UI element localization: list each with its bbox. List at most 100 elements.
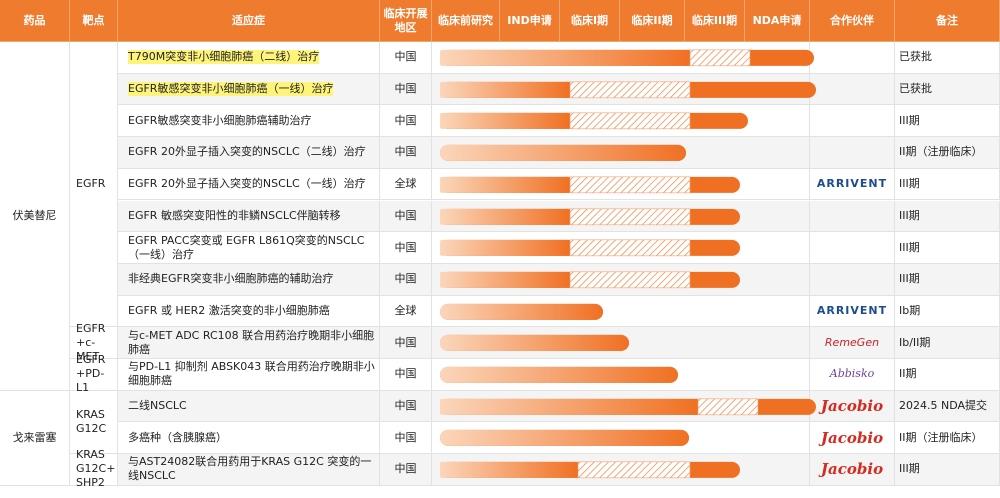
partner-cell-text: Jacobio [820, 397, 884, 416]
indication-cell: 多癌种（含胰腺癌） [118, 422, 380, 455]
partner-cell-text: Abbisko [829, 367, 875, 381]
target-cell: EGFR +PD-L1 [70, 353, 118, 394]
region-cell: 中国 [380, 327, 432, 359]
progress-bar [440, 430, 689, 447]
region-cell-text: 中国 [394, 113, 417, 127]
region-cell-text: 中国 [394, 335, 417, 349]
partner-cell: Jacobio [810, 454, 895, 486]
target-cell-text: EGFR +PD-L1 [76, 353, 106, 395]
bar-segment [440, 271, 570, 288]
header-cell-text: 临床开展地区 [383, 6, 428, 34]
note-cell-text: III期 [899, 272, 920, 286]
indication-cell: 非经典EGFR突变非小细胞肺癌的辅助治疗 [118, 263, 380, 296]
bar-segment [569, 112, 691, 130]
header-cell-text: 药品 [23, 13, 46, 27]
bar-segment [577, 461, 691, 479]
region-cell: 中国 [380, 232, 432, 264]
note-cell-text: II期（注册临床） [899, 430, 983, 444]
note-cell-text: III期 [899, 208, 920, 222]
header-cell: 临床II期 [620, 0, 685, 42]
note-cell: III期 [895, 200, 1000, 233]
target-cell-text: EGFR [76, 177, 106, 191]
indication-cell-text: EGFR 20外显子插入突变的NSCLC（一线）治疗 [128, 177, 366, 191]
partner-cell: ARRIVENT [810, 295, 895, 328]
indication-cell-text: 与c-MET ADC RC108 联合用药治疗晚期非小细胞肺癌 [128, 328, 375, 356]
indication-cell: 二线NSCLC [118, 390, 380, 423]
region-cell-text: 中国 [394, 50, 417, 64]
indication-cell: EGFR PACC突变或 EGFR L861Q突变的NSCLC（一线）治疗 [118, 232, 380, 264]
stage-cell [432, 105, 810, 138]
note-cell-text: 2024.5 NDA提交 [899, 399, 988, 413]
indication-cell: T790M突变非小细胞肺癌（二线）治疗 [118, 42, 380, 74]
target-cell: EGFR +c-MET [70, 322, 118, 363]
note-cell: 已获批 [895, 42, 1000, 74]
partner-cell: Jacobio [810, 422, 895, 455]
bar-segment [569, 81, 691, 98]
note-cell-text: Ib期 [899, 303, 921, 317]
header-cell-text: NDA申请 [752, 13, 802, 27]
bar-segment [697, 398, 759, 415]
bar-segment [569, 176, 691, 193]
bar-segment [440, 144, 686, 161]
progress-bar [440, 239, 740, 257]
partner-cell [810, 73, 895, 106]
target-cell-text: KRAS G12C [76, 407, 107, 435]
partner-cell: Abbisko [810, 359, 895, 391]
partner-cell-text: Jacobio [820, 428, 884, 447]
header-cell-text: 适应症 [232, 13, 265, 27]
partner-cell-text: ARRIVENT [816, 303, 888, 317]
region-cell-text: 全球 [394, 303, 417, 317]
header-cell: IND申请 [500, 0, 560, 42]
bar-segment [440, 49, 690, 66]
partner-cell: Jacobio [810, 390, 895, 423]
progress-bar [440, 81, 816, 98]
target-cell: KRAS G12C [70, 390, 118, 455]
target-cell-text: EGFR +c-MET [76, 321, 106, 363]
region-cell-text: 中国 [394, 399, 417, 413]
bar-segment [440, 430, 689, 447]
indication-cell: EGFR 20外显子插入突变的NSCLC（一线）治疗 [118, 168, 380, 201]
progress-bar [440, 271, 740, 289]
indication-cell: EGFR 20外显子插入突变的NSCLC（二线）治疗 [118, 137, 380, 169]
region-cell: 全球 [380, 168, 432, 201]
note-cell: 2024.5 NDA提交 [895, 390, 1000, 423]
bar-segment [440, 208, 570, 225]
region-cell: 中国 [380, 200, 432, 233]
region-cell: 中国 [380, 359, 432, 391]
drug-cell-text: 戈来雷塞 [12, 430, 57, 444]
indication-cell-text: EGFR 20外显子插入突变的NSCLC（二线）治疗 [128, 145, 366, 159]
bar-segment [440, 335, 629, 352]
region-cell-text: 中国 [394, 82, 417, 96]
progress-bar [440, 461, 740, 479]
indication-cell-text: EGFR 或 HER2 激活突变的非小细胞肺癌 [128, 303, 330, 317]
note-cell: 已获批 [895, 73, 1000, 106]
indication-cell: 与c-MET ADC RC108 联合用药治疗晚期非小细胞肺癌 [118, 327, 380, 359]
stage-cell [432, 422, 810, 455]
indication-cell-text: 多癌种（含胰腺癌） [128, 430, 227, 444]
partner-cell [810, 200, 895, 233]
header-cell-text: 临床I期 [570, 13, 609, 27]
bar-segment [440, 176, 570, 193]
target-cell: EGFR [70, 42, 118, 328]
indication-cell: 与AST24082联合用药用于KRAS G12C 突变的一线NSCLC [118, 454, 380, 486]
indication-cell-text: 与AST24082联合用药用于KRAS G12C 突变的一线NSCLC [128, 455, 372, 483]
header-cell-text: 临床II期 [631, 13, 673, 27]
note-cell: II期 [895, 359, 1000, 391]
indication-cell: EGFR 敏感突变阳性的非鳞NSCLC伴脑转移 [118, 200, 380, 233]
note-cell-text: II期 [899, 367, 917, 381]
header-cell-text: 合作伙伴 [830, 13, 874, 27]
note-cell: III期 [895, 168, 1000, 201]
stage-cell [432, 168, 810, 201]
bar-segment [440, 366, 678, 383]
region-cell: 中国 [380, 454, 432, 486]
note-cell: II期（注册临床） [895, 137, 1000, 169]
bar-segment [440, 398, 698, 415]
progress-bar [440, 176, 740, 193]
indication-cell-text: EGFR 敏感突变阳性的非鳞NSCLC伴脑转移 [128, 208, 341, 222]
note-cell-text: III期 [899, 462, 920, 476]
stage-cell [432, 295, 810, 328]
indication-cell-text: EGFR PACC突变或 EGFR L861Q突变的NSCLC（一线）治疗 [128, 233, 365, 261]
region-cell-text: 中国 [394, 430, 417, 444]
target-cell-text: KRAS G12C+ SHP2 [76, 448, 116, 490]
